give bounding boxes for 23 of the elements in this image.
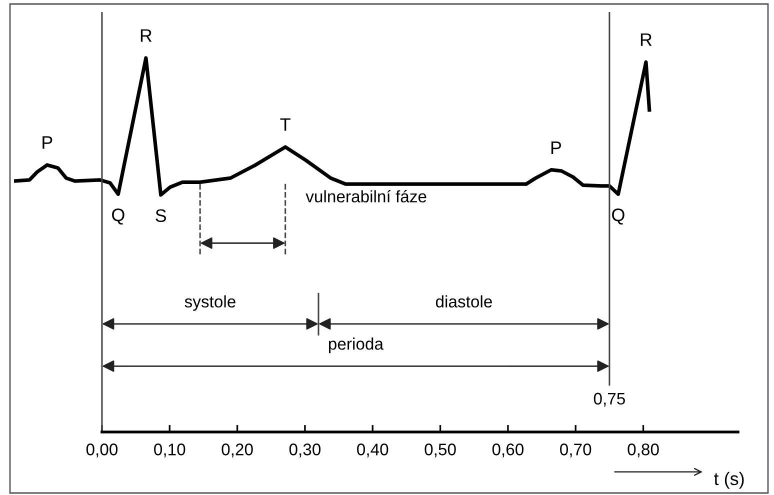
x-tick-label: 0,30 (289, 444, 321, 458)
annotation: diastole (436, 295, 492, 308)
annotation: vulnerabilní fáze (306, 190, 426, 202)
ref-line-label: 0,75 (594, 392, 625, 407)
annotation: R (140, 29, 152, 42)
annotation: R (640, 33, 652, 46)
x-tick-label: 0,10 (154, 444, 186, 458)
annotation: P (551, 142, 562, 154)
x-tick-label: 0,40 (357, 444, 388, 458)
annotation: T (280, 118, 290, 131)
annotation: S (156, 209, 166, 222)
x-tick-label: 0,00 (86, 444, 118, 458)
annotation: Q (612, 208, 624, 225)
x-tick-label: 0,20 (222, 444, 253, 458)
annotation: P (42, 136, 52, 149)
x-axis-title: t (s) (714, 472, 744, 489)
annotation: systole (184, 295, 236, 311)
annotation: Q (112, 208, 124, 225)
x-tick-label: 0,50 (424, 444, 456, 458)
x-tick-label: 0,60 (492, 444, 524, 458)
annotation: perioda (328, 338, 384, 354)
x-tick-label: 0,80 (628, 444, 659, 458)
x-tick-label: 0,70 (560, 444, 592, 458)
